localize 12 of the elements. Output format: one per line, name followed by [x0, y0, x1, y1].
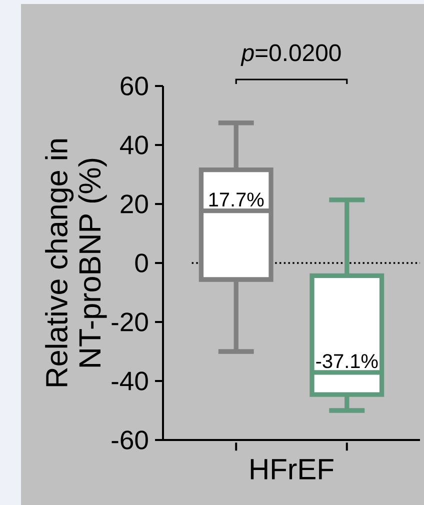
text: 17.7% [209, 192, 264, 207]
y-tick-label: 60 [120, 76, 148, 96]
text: -37.1% [316, 354, 378, 368]
y-tick-label: -20 [112, 312, 148, 332]
y-tick-label: 0 [135, 254, 148, 272]
y-tick-label: -40 [112, 372, 148, 390]
y-tick-label: -60 [112, 430, 148, 450]
y-axis-title: Relative change in NT-proBNP (%) [45, 139, 107, 386]
x-axis-title: HFrEF [250, 459, 334, 480]
y-tick-label: 20 [120, 194, 148, 214]
y-tick-label: 40 [120, 136, 148, 154]
text: p=0.0200 [240, 44, 341, 66]
